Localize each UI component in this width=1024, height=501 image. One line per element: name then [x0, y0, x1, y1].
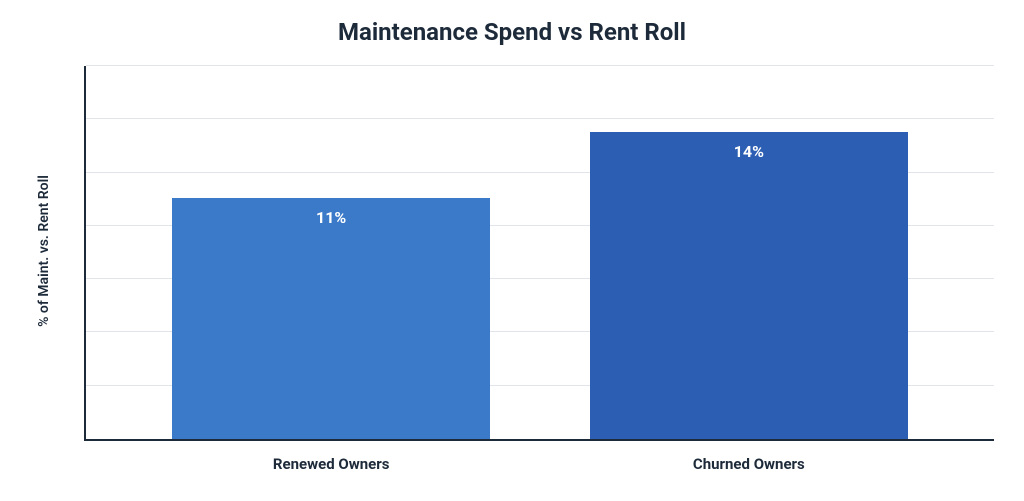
- bar: 11%: [172, 198, 490, 439]
- x-tick-label: Renewed Owners: [273, 455, 390, 473]
- chart-title: Maintenance Spend vs Rent Roll: [0, 18, 1024, 46]
- plot-area: 11%Renewed Owners14%Churned Owners: [84, 66, 994, 441]
- bar: 14%: [590, 132, 908, 439]
- y-axis-label: % of Maint. vs. Rent Roll: [36, 175, 52, 327]
- maintenance-chart: Maintenance Spend vs Rent Roll % of Main…: [0, 0, 1024, 501]
- bar-value-label: 14%: [590, 142, 908, 161]
- grid-line: [86, 65, 994, 66]
- grid-line: [86, 118, 994, 119]
- x-tick-label: Churned Owners: [693, 455, 805, 473]
- bar-value-label: 11%: [172, 208, 490, 227]
